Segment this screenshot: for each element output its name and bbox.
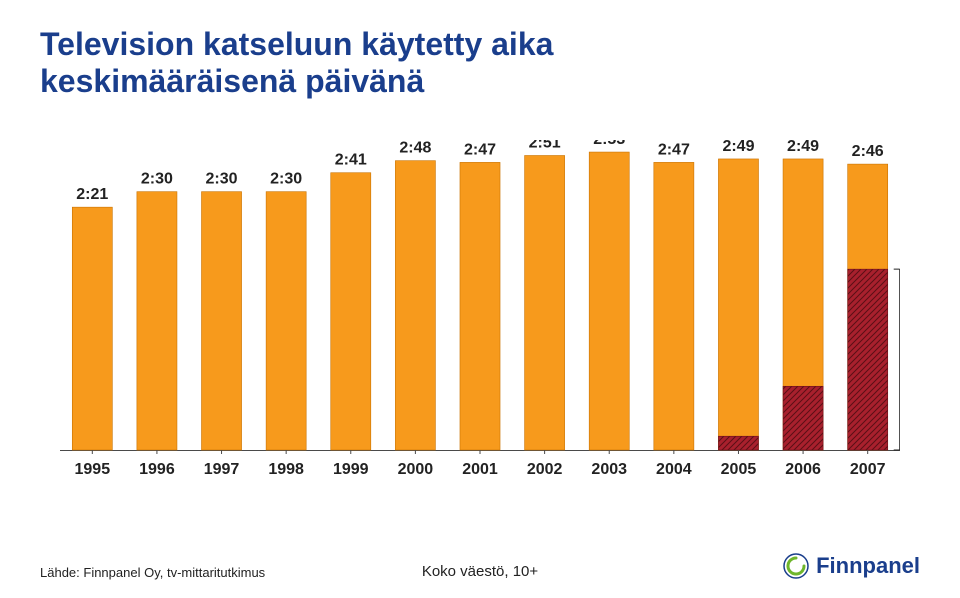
bar-chart: 2:21 1995 2:30 1996 2:30 1997 2:30 1998 2:41 1999… (60, 140, 900, 500)
slide-container: { "title_line1": "Television katseluun k… (0, 0, 960, 598)
population-text: Koko väestö, 10+ (422, 563, 538, 580)
bar-value-label: 2:30 (206, 171, 238, 188)
x-axis-label: 2000 (398, 461, 434, 478)
finnpanel-logo: Finnpanel (782, 552, 920, 580)
x-axis-label: 2004 (656, 461, 692, 478)
bar (137, 192, 177, 450)
bar-value-label: 2:30 (270, 171, 302, 188)
bar-value-label: 2:49 (722, 140, 754, 155)
bar-value-label: 2:47 (658, 141, 690, 158)
legend-brace (894, 269, 900, 450)
bar-value-label: 2:21 (76, 186, 108, 203)
x-axis-label: 1995 (75, 461, 111, 478)
bar (266, 192, 306, 450)
bar-overlay (848, 269, 888, 450)
x-axis-label: 2005 (721, 461, 757, 478)
bar (395, 161, 435, 450)
source-text: Lähde: Finnpanel Oy, tv-mittaritutkimus (40, 565, 265, 580)
slide-title: Television katseluun käytetty aika keski… (40, 26, 920, 100)
bar-value-label: 2:51 (529, 140, 561, 152)
bar-value-label: 2:48 (399, 140, 431, 157)
bar (460, 162, 500, 450)
bar-overlay (718, 436, 758, 450)
x-axis-label: 1998 (268, 461, 304, 478)
chart-svg: 2:21 1995 2:30 1996 2:30 1997 2:30 1998 2:41 1999… (60, 140, 900, 500)
bar (525, 156, 565, 451)
x-axis-label: 2002 (527, 461, 563, 478)
bar-value-label: 2:47 (464, 141, 496, 158)
bar-value-label: 2:49 (787, 140, 819, 155)
bar (718, 159, 758, 450)
bar-value-label: 2:53 (593, 140, 625, 148)
x-axis-label: 1997 (204, 461, 240, 478)
bar (589, 152, 629, 450)
bar-overlay (783, 386, 823, 450)
bar-value-label: 2:41 (335, 152, 367, 169)
x-axis-label: 1996 (139, 461, 175, 478)
bar-value-label: 2:46 (852, 143, 884, 160)
title-line-2: keskimääräisenä päivänä (40, 63, 424, 99)
x-axis-label: 2003 (591, 461, 627, 478)
x-axis-label: 2006 (785, 461, 821, 478)
bar (654, 162, 694, 450)
bar (72, 207, 112, 450)
logo-text: Finnpanel (816, 553, 920, 579)
bar (202, 192, 242, 450)
bar-value-label: 2:30 (141, 171, 173, 188)
logo-icon (782, 552, 810, 580)
bar (331, 173, 371, 450)
title-line-1: Television katseluun käytetty aika (40, 26, 553, 62)
x-axis-label: 2001 (462, 461, 498, 478)
footer: Lähde: Finnpanel Oy, tv-mittaritutkimus … (40, 552, 920, 580)
x-axis-label: 1999 (333, 461, 369, 478)
x-axis-label: 2007 (850, 461, 886, 478)
